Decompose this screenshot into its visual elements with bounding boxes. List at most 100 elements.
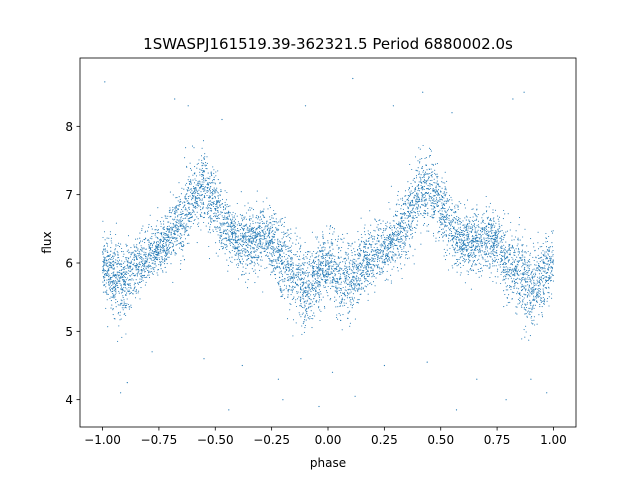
data-point bbox=[138, 242, 140, 244]
data-point bbox=[102, 270, 104, 272]
data-point bbox=[518, 217, 521, 219]
data-point bbox=[392, 238, 394, 240]
data-point bbox=[277, 266, 279, 268]
data-point bbox=[229, 205, 231, 207]
data-point bbox=[467, 235, 469, 237]
data-point bbox=[552, 260, 554, 263]
data-point bbox=[552, 262, 554, 264]
data-point bbox=[367, 299, 369, 301]
data-point bbox=[340, 267, 342, 269]
data-point bbox=[233, 239, 235, 241]
data-point bbox=[283, 234, 285, 236]
data-point bbox=[502, 218, 504, 220]
data-point bbox=[480, 245, 482, 247]
data-point bbox=[454, 248, 456, 250]
data-point bbox=[282, 281, 284, 283]
data-point bbox=[347, 258, 349, 260]
data-point bbox=[271, 260, 274, 262]
data-point bbox=[550, 279, 552, 281]
data-point bbox=[348, 288, 350, 290]
data-point bbox=[481, 256, 483, 258]
data-point bbox=[210, 171, 212, 173]
data-point bbox=[430, 174, 432, 177]
data-point bbox=[406, 199, 408, 201]
data-point bbox=[279, 268, 281, 270]
data-point bbox=[528, 258, 530, 261]
data-point bbox=[313, 297, 315, 300]
data-point bbox=[248, 235, 250, 237]
data-point bbox=[544, 251, 546, 253]
data-point bbox=[371, 266, 373, 268]
data-point bbox=[514, 252, 516, 254]
data-point bbox=[325, 279, 327, 282]
data-point bbox=[506, 252, 508, 254]
data-point bbox=[341, 329, 343, 331]
data-point bbox=[503, 251, 505, 253]
data-point bbox=[463, 237, 465, 239]
data-point bbox=[240, 252, 242, 254]
data-point bbox=[163, 245, 166, 248]
data-point bbox=[427, 202, 429, 204]
data-point bbox=[398, 253, 400, 255]
data-point bbox=[513, 285, 515, 288]
data-point bbox=[477, 213, 479, 216]
data-point bbox=[481, 217, 483, 219]
data-point bbox=[471, 265, 473, 268]
data-point bbox=[285, 265, 287, 267]
data-point bbox=[352, 258, 354, 260]
data-point bbox=[510, 269, 512, 271]
data-point bbox=[305, 251, 307, 254]
data-point bbox=[128, 262, 130, 264]
data-point bbox=[103, 269, 105, 271]
data-point bbox=[473, 223, 475, 225]
data-point bbox=[391, 268, 393, 270]
data-point bbox=[124, 280, 126, 282]
data-point bbox=[187, 213, 189, 216]
data-point bbox=[275, 213, 277, 215]
data-point bbox=[231, 249, 233, 252]
data-point bbox=[358, 257, 360, 259]
data-point bbox=[269, 259, 271, 261]
data-point bbox=[371, 284, 373, 286]
data-point bbox=[452, 255, 454, 257]
data-point bbox=[130, 304, 132, 306]
data-point bbox=[247, 240, 249, 242]
data-point bbox=[124, 290, 126, 292]
data-point bbox=[186, 166, 188, 168]
data-point bbox=[350, 299, 352, 301]
data-point bbox=[502, 279, 504, 281]
data-point bbox=[395, 228, 397, 230]
data-point bbox=[261, 238, 263, 240]
data-point bbox=[180, 224, 182, 226]
data-point bbox=[250, 230, 253, 232]
data-point bbox=[280, 288, 282, 290]
data-point bbox=[201, 162, 203, 164]
data-point bbox=[362, 262, 364, 264]
data-point bbox=[551, 271, 553, 273]
data-point bbox=[412, 217, 415, 219]
data-point bbox=[339, 267, 341, 269]
data-point bbox=[396, 235, 398, 237]
data-point bbox=[243, 216, 245, 218]
data-point bbox=[490, 229, 492, 231]
data-point bbox=[179, 204, 181, 206]
data-point bbox=[532, 256, 534, 258]
data-point bbox=[516, 287, 518, 289]
data-point bbox=[234, 238, 236, 240]
data-point bbox=[480, 234, 482, 237]
data-point bbox=[245, 263, 247, 265]
data-point bbox=[141, 250, 143, 252]
data-point bbox=[251, 226, 253, 229]
data-point bbox=[457, 251, 459, 253]
data-point bbox=[318, 264, 320, 266]
data-point bbox=[216, 226, 218, 228]
data-point bbox=[400, 238, 402, 241]
data-point bbox=[496, 232, 498, 234]
data-point bbox=[238, 239, 240, 241]
data-point bbox=[354, 318, 356, 320]
data-point bbox=[464, 282, 466, 284]
data-point bbox=[186, 215, 189, 217]
data-point bbox=[166, 233, 168, 235]
data-point bbox=[125, 304, 128, 306]
data-point bbox=[301, 313, 303, 315]
